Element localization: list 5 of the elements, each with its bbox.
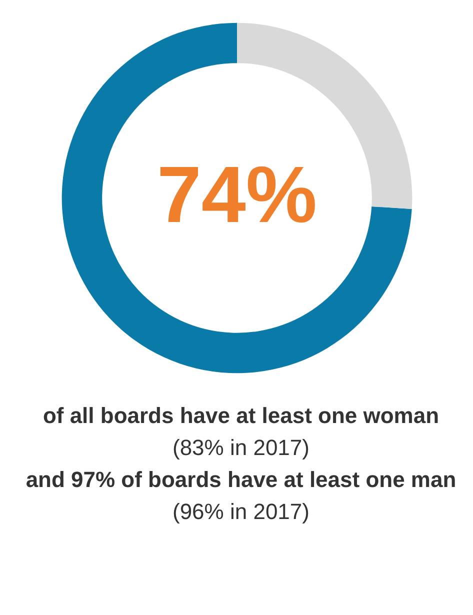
text: of all boards have at least one woman <box>42 403 440 428</box>
text: (96% in 2017) <box>172 498 310 524</box>
data-label: 74% <box>156 150 318 240</box>
text: (83% in 2017) <box>172 434 310 460</box>
text: and 97% of boards have at least one man <box>26 466 456 492</box>
